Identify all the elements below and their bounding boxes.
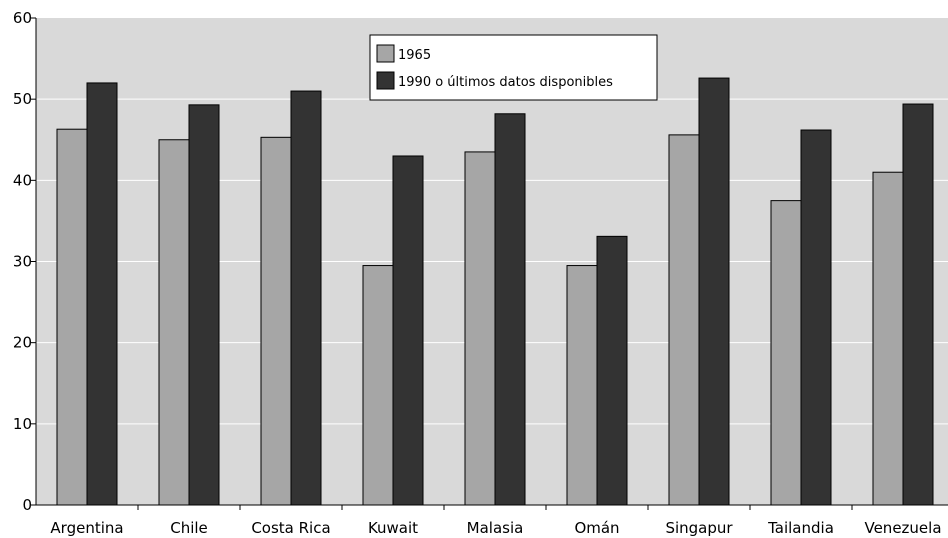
y-tick-label: 20 bbox=[13, 334, 32, 352]
legend: 1965 1990 o últimos datos disponibles bbox=[369, 34, 658, 101]
bar-series-1 bbox=[362, 265, 394, 506]
x-category-label: Tailandia bbox=[767, 519, 834, 537]
bar-series-2 bbox=[290, 90, 322, 506]
x-category-label: Argentina bbox=[50, 519, 123, 537]
legend-swatch bbox=[376, 71, 395, 90]
bar-series-1 bbox=[872, 171, 904, 506]
bar-series-2 bbox=[800, 129, 832, 506]
bar-series-2 bbox=[188, 104, 220, 506]
x-category-label: Kuwait bbox=[368, 519, 418, 537]
y-tick-label: 60 bbox=[13, 9, 32, 27]
bar-series-1 bbox=[56, 128, 88, 506]
bars bbox=[56, 77, 934, 506]
bar-series-2 bbox=[902, 103, 934, 506]
y-tick-label: 0 bbox=[22, 496, 32, 514]
y-tick-labels: 0 10 20 30 40 50 60 bbox=[13, 9, 32, 514]
bar-series-1 bbox=[158, 139, 190, 506]
bar-series-2 bbox=[494, 113, 526, 506]
y-tick-label: 10 bbox=[13, 415, 32, 433]
bar-series-2 bbox=[698, 77, 730, 506]
bar-series-2 bbox=[596, 235, 628, 506]
x-category-label: Chile bbox=[170, 519, 208, 537]
x-category-label: Omán bbox=[574, 519, 619, 537]
legend-swatch bbox=[376, 44, 395, 63]
y-tick-label: 50 bbox=[13, 90, 32, 108]
bar-series-2 bbox=[86, 82, 118, 506]
legend-label: 1965 bbox=[398, 48, 431, 63]
bar-series-1 bbox=[668, 134, 700, 506]
x-category-label: Venezuela bbox=[864, 519, 941, 537]
y-tick-label: 40 bbox=[13, 171, 32, 189]
bar-series-1 bbox=[260, 136, 292, 506]
bar-series-1 bbox=[566, 265, 598, 506]
axes bbox=[31, 17, 948, 510]
y-tick-label: 30 bbox=[13, 253, 32, 271]
x-category-label: Malasia bbox=[467, 519, 524, 537]
bar-series-1 bbox=[770, 200, 802, 506]
x-category-label: Costa Rica bbox=[251, 519, 330, 537]
legend-box bbox=[369, 34, 658, 101]
bar-series-2 bbox=[392, 155, 424, 506]
x-category-labels: Argentina Chile Costa Rica Kuwait Malasia Omá… bbox=[50, 519, 941, 537]
legend-label: 1990 o últimos datos disponibles bbox=[398, 75, 613, 90]
bar-series-1 bbox=[464, 151, 496, 506]
x-category-label: Singapur bbox=[665, 519, 733, 537]
